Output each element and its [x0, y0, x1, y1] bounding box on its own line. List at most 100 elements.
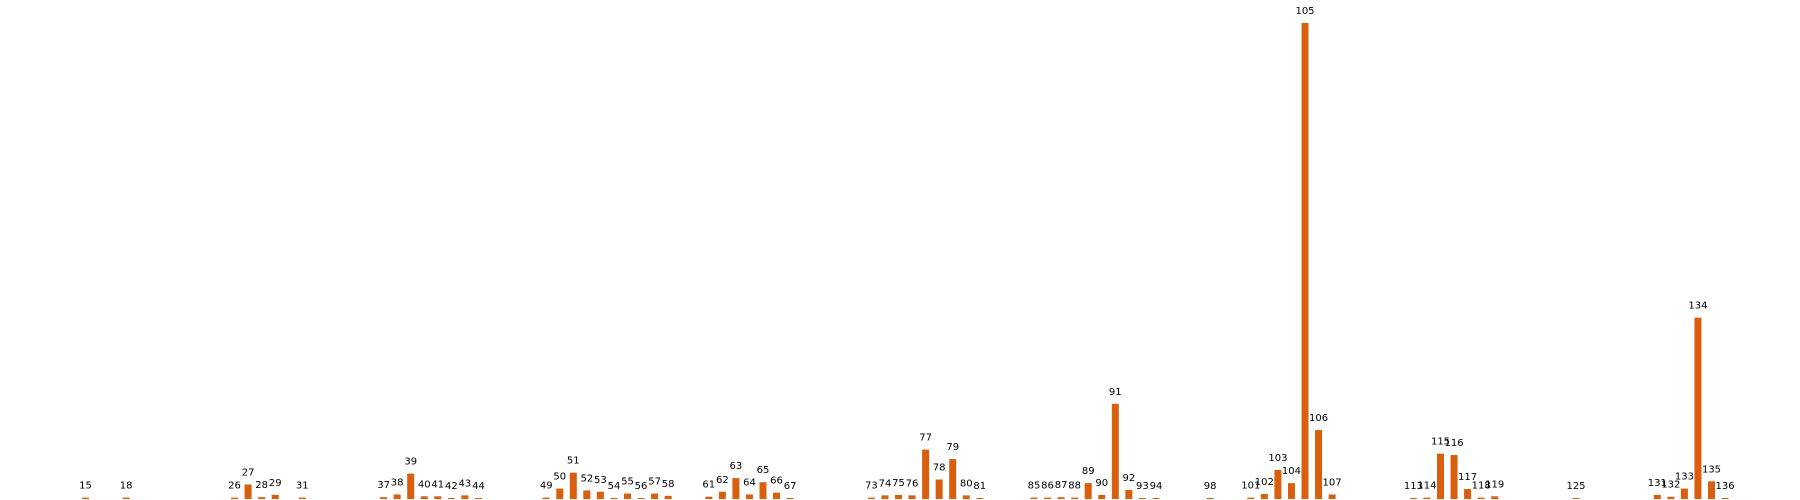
bar-label-101: 101 [1241, 481, 1260, 492]
bar-label-76: 76 [906, 478, 919, 489]
bar-49 [542, 497, 550, 499]
bar-label-86: 86 [1041, 481, 1054, 492]
bar-label-73: 73 [865, 481, 878, 492]
bar-label-132: 132 [1661, 480, 1680, 491]
bar-label-117: 117 [1458, 472, 1477, 483]
bar-52 [583, 490, 591, 499]
bar-93 [1138, 498, 1146, 499]
bar-label-28: 28 [255, 480, 268, 491]
bar-label-85: 85 [1028, 481, 1041, 492]
bar-39 [407, 473, 415, 499]
bar-54 [610, 498, 618, 499]
bar-57 [651, 493, 659, 499]
bar-50 [556, 488, 564, 499]
bar-label-31: 31 [296, 481, 309, 492]
bar-79 [949, 459, 957, 499]
bar-label-41: 41 [431, 479, 444, 490]
bar-31 [298, 497, 306, 499]
bar-label-18: 18 [120, 481, 133, 492]
bar-56 [637, 498, 645, 499]
bar-label-113: 113 [1404, 481, 1423, 492]
bar-label-52: 52 [580, 473, 593, 484]
bar-119 [1491, 496, 1499, 499]
bar-label-93: 93 [1136, 481, 1149, 492]
bar-63 [732, 478, 740, 499]
bar-label-87: 87 [1055, 480, 1068, 491]
bar-103 [1274, 469, 1282, 499]
bar-37 [380, 497, 388, 499]
bar-label-79: 79 [946, 442, 959, 453]
bar-label-105: 105 [1295, 6, 1314, 17]
bar-label-26: 26 [228, 481, 241, 492]
bar-106 [1315, 430, 1323, 499]
bar-28 [258, 497, 266, 499]
bar-label-61: 61 [702, 480, 715, 491]
bar-label-74: 74 [879, 478, 892, 489]
bar-label-62: 62 [716, 475, 729, 486]
bar-label-104: 104 [1282, 466, 1301, 477]
bar-118 [1477, 497, 1485, 499]
bar-label-43: 43 [459, 478, 472, 489]
bar-44 [474, 498, 482, 499]
bar-label-116: 116 [1445, 438, 1464, 449]
bar-label-40: 40 [418, 479, 431, 490]
bar-88 [1071, 497, 1079, 499]
bar-74 [881, 495, 889, 499]
bar-label-38: 38 [391, 477, 404, 488]
bar-label-57: 57 [648, 477, 661, 488]
bar-91 [1111, 403, 1119, 499]
bar-label-15: 15 [79, 481, 92, 492]
bar-label-78: 78 [933, 463, 946, 474]
bar-label-107: 107 [1323, 477, 1342, 488]
bar-label-135: 135 [1702, 464, 1721, 475]
bar-113 [1409, 498, 1417, 499]
bar-81 [976, 498, 984, 499]
bar-label-102: 102 [1255, 477, 1274, 488]
bar-115 [1437, 453, 1444, 499]
bar-85 [1030, 497, 1038, 499]
bar-label-119: 119 [1485, 479, 1504, 490]
bar-label-91: 91 [1109, 387, 1122, 398]
bar-label-67: 67 [784, 481, 797, 492]
bar-label-49: 49 [540, 481, 553, 492]
bar-29 [271, 494, 279, 499]
bar-label-125: 125 [1566, 481, 1585, 492]
bar-label-118: 118 [1472, 481, 1491, 492]
bar-80 [962, 495, 970, 499]
bar-label-88: 88 [1068, 481, 1081, 492]
bar-label-37: 37 [377, 480, 390, 491]
bar-label-89: 89 [1082, 466, 1095, 477]
bar-label-66: 66 [770, 476, 783, 487]
bar-64 [745, 494, 753, 499]
bar-65 [759, 482, 767, 499]
bar-77 [922, 449, 930, 499]
bar-134 [1694, 317, 1702, 499]
bar-125 [1572, 498, 1580, 499]
bar-135 [1708, 481, 1715, 499]
bar-label-133: 133 [1675, 472, 1694, 483]
bar-label-80: 80 [960, 478, 973, 489]
bar-27 [244, 484, 252, 499]
bar-87 [1057, 497, 1065, 499]
bar-55 [624, 493, 631, 499]
bar-label-98: 98 [1204, 481, 1217, 492]
bar-label-77: 77 [919, 433, 932, 444]
bar-105 [1301, 23, 1309, 499]
bar-133 [1680, 488, 1688, 499]
bar-136 [1721, 498, 1729, 499]
bar-label-106: 106 [1309, 413, 1328, 424]
bar-label-39: 39 [404, 457, 417, 468]
bar-62 [718, 491, 726, 499]
bar-102 [1260, 494, 1268, 499]
bar-73 [867, 497, 875, 499]
bar-41 [434, 496, 442, 499]
bar-75 [895, 494, 902, 499]
bars-group [82, 23, 1729, 499]
bar-label-27: 27 [242, 467, 255, 478]
bar-42 [447, 498, 455, 499]
bar-label-58: 58 [662, 479, 675, 490]
bar-label-51: 51 [567, 456, 580, 467]
bar-53 [596, 491, 604, 499]
bar-label-53: 53 [594, 475, 607, 486]
